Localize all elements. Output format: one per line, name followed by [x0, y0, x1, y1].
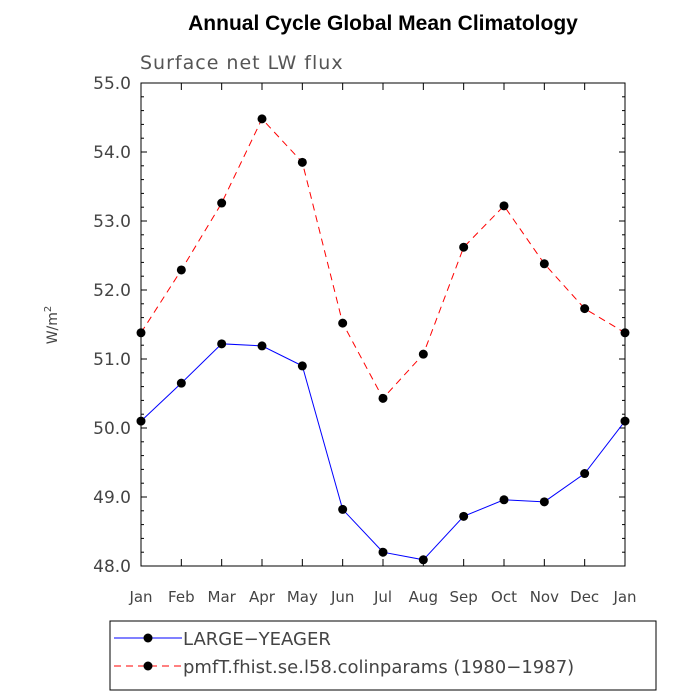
- y-tick-label: 50.0: [93, 419, 131, 439]
- data-point-series-0: [539, 497, 549, 507]
- data-point-series-1: [418, 349, 428, 359]
- series-line-0: [140, 343, 626, 561]
- chart-title: Annual Cycle Global Mean Climatology: [188, 12, 578, 35]
- legend-marker-large-yeager: [143, 633, 153, 643]
- x-tick-label: Jan: [128, 588, 152, 606]
- data-point-series-1: [499, 201, 509, 211]
- y-tick-label: 53.0: [93, 212, 131, 232]
- data-point-series-1: [217, 198, 227, 208]
- x-tick-label: Feb: [168, 588, 195, 606]
- data-point-series-0: [176, 378, 186, 388]
- x-tick-label: Sep: [450, 588, 478, 606]
- data-point-series-0: [257, 341, 267, 351]
- x-tick-label: Jun: [330, 588, 354, 606]
- data-point-series-1: [136, 328, 146, 338]
- data-point-series-0: [338, 504, 348, 514]
- data-point-series-0: [459, 511, 469, 521]
- data-point-series-1: [176, 265, 186, 275]
- y-axis-label: W/m2: [43, 306, 61, 345]
- data-point-series-0: [136, 416, 146, 426]
- data-point-series-1: [257, 114, 267, 124]
- legend-label-large-yeager: LARGE−YEAGER: [183, 629, 331, 650]
- y-tick-label: 48.0: [93, 557, 131, 577]
- y-tick-label: 55.0: [93, 74, 131, 94]
- data-point-series-1: [580, 304, 590, 314]
- legend-label-pmft: pmfT.fhist.se.l58.colinparams (1980−1987…: [183, 657, 574, 678]
- plot-frame: [140, 82, 626, 567]
- data-point-series-0: [620, 416, 630, 426]
- data-point-series-1: [459, 242, 469, 252]
- series-layer: [136, 114, 630, 565]
- x-tick-label: May: [287, 588, 318, 606]
- data-point-series-0: [297, 361, 307, 371]
- x-tick-label: Jan: [612, 588, 636, 606]
- data-point-series-1: [378, 393, 388, 403]
- legend-marker-pmft: [143, 661, 153, 671]
- data-point-series-1: [297, 157, 307, 167]
- data-point-series-1: [620, 328, 630, 338]
- data-point-series-1: [539, 259, 549, 269]
- axes: 48.0 49.0 50.0 51.0 52.0 53.0 54.0 55.0 Jan Feb Ma…: [93, 74, 636, 606]
- data-point-series-0: [378, 547, 388, 557]
- data-point-series-0: [580, 469, 590, 479]
- x-tick-label: Oct: [491, 588, 517, 606]
- data-point-series-0: [499, 495, 509, 505]
- y-tick-label: 52.0: [93, 281, 131, 301]
- x-tick-label: Dec: [570, 588, 599, 606]
- y-tick-label: 49.0: [93, 488, 131, 508]
- x-tick-label: Nov: [530, 588, 559, 606]
- x-tick-label: Aug: [409, 588, 438, 606]
- data-point-series-0: [418, 555, 428, 565]
- x-tick-label: Apr: [249, 588, 276, 606]
- legend: LARGE−YEAGER pmfT.fhist.se.l58.colinpara…: [109, 620, 657, 691]
- y-tick-label: 54.0: [93, 143, 131, 163]
- x-tick-label: Mar: [208, 588, 237, 606]
- series-line-1: [140, 118, 626, 400]
- legend-box: [109, 620, 657, 691]
- y-tick-label: 51.0: [93, 350, 131, 370]
- data-point-series-1: [338, 318, 348, 328]
- x-tick-label: Jul: [373, 588, 392, 606]
- data-point-series-0: [217, 339, 227, 349]
- chart-subtitle: Surface net LW flux: [140, 52, 344, 74]
